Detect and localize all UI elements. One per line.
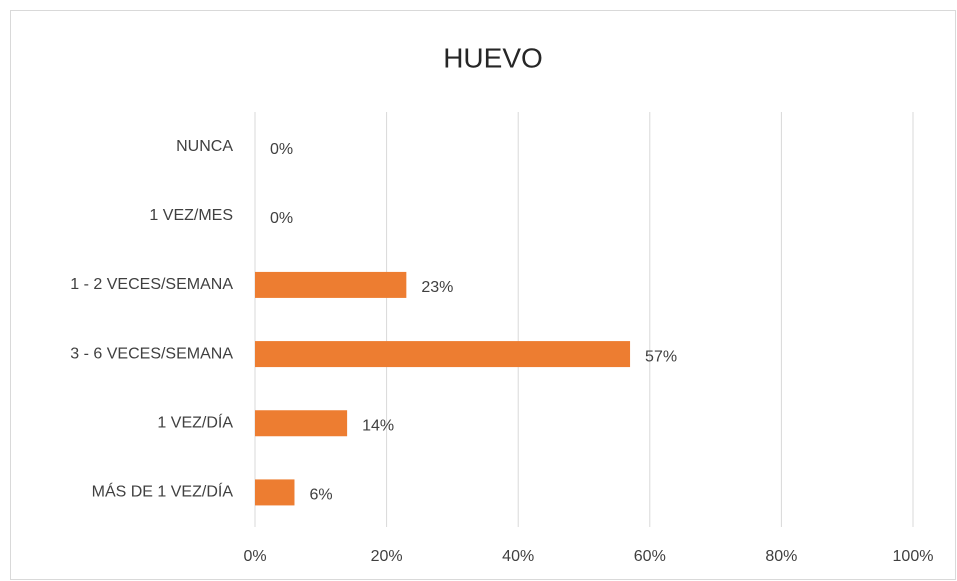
x-tick-label: 100% xyxy=(893,548,934,565)
chart-title: HUEVO xyxy=(443,42,543,73)
bar xyxy=(255,271,407,298)
x-tick-label: 80% xyxy=(765,548,797,565)
x-tick-label: 40% xyxy=(502,548,534,565)
chart-border xyxy=(10,10,956,580)
x-tick-label: 20% xyxy=(371,548,403,565)
bar xyxy=(255,479,295,506)
x-tick-label: 60% xyxy=(634,548,666,565)
data-label: 0% xyxy=(270,210,293,227)
y-tick-label: NUNCA xyxy=(176,138,233,155)
y-tick-label: 1 VEZ/DÍA xyxy=(157,412,233,431)
bar xyxy=(255,410,348,437)
y-tick-label: 1 VEZ/MES xyxy=(149,207,233,224)
data-label: 14% xyxy=(362,417,394,434)
y-tick-label: MÁS DE 1 VEZ/DÍA xyxy=(92,482,234,501)
data-label: 23% xyxy=(421,279,453,296)
bar xyxy=(255,341,631,368)
y-tick-label: 1 - 2 VECES/SEMANA xyxy=(70,276,233,293)
y-tick-label: 3 - 6 VECES/SEMANA xyxy=(70,345,233,362)
data-label: 0% xyxy=(270,141,293,158)
data-label: 57% xyxy=(645,348,677,365)
data-label: 6% xyxy=(309,487,332,504)
x-tick-label: 0% xyxy=(243,548,266,565)
